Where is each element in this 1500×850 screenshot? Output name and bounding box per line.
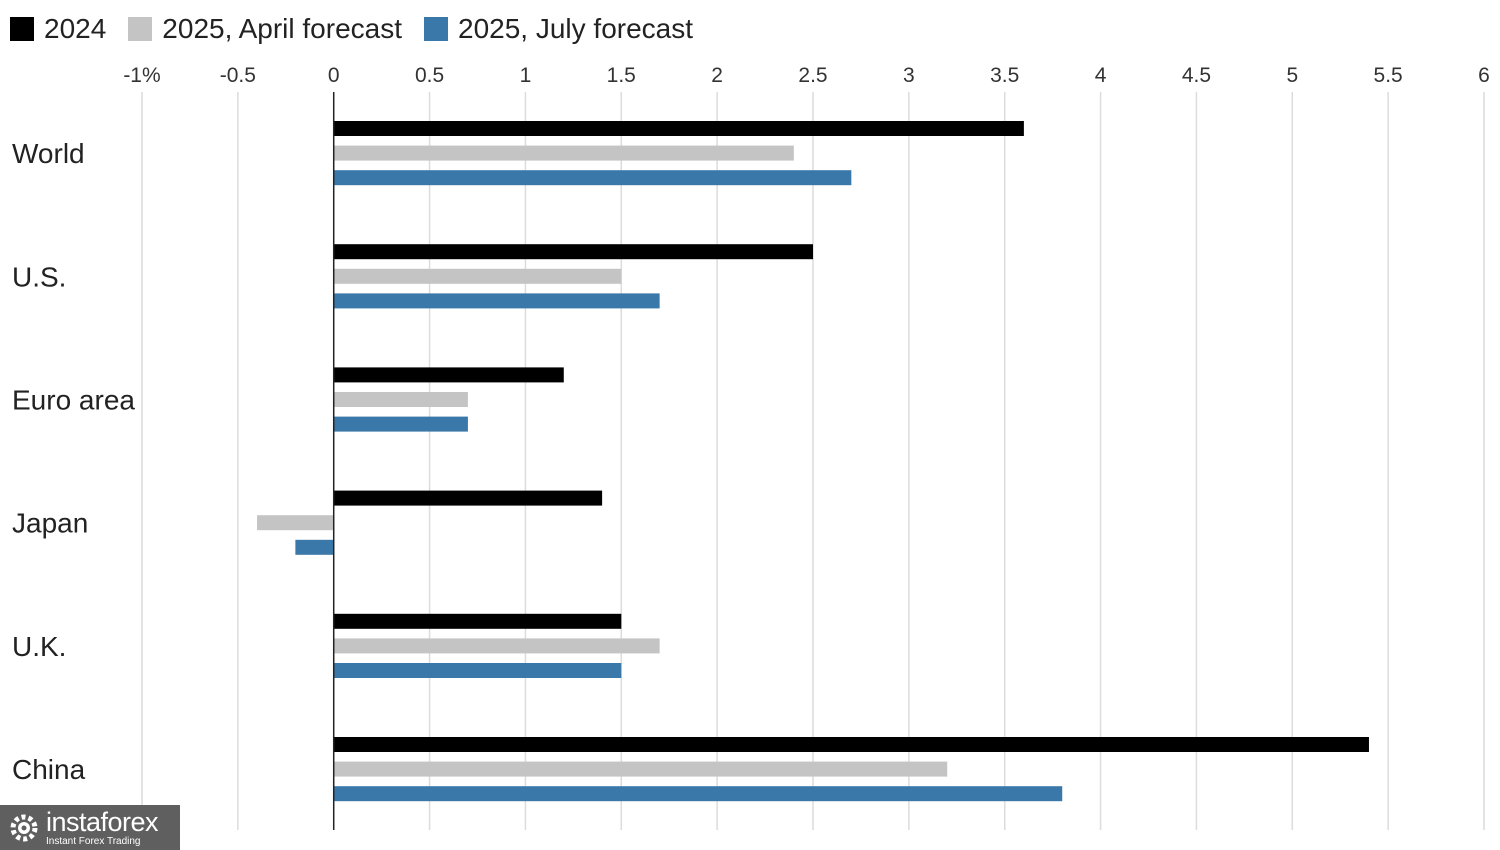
watermark: instaforex Instant Forex Trading bbox=[0, 805, 180, 850]
bar bbox=[333, 367, 564, 383]
bar bbox=[333, 638, 660, 654]
bar bbox=[333, 663, 622, 678]
bar bbox=[333, 121, 1024, 136]
bar bbox=[295, 539, 334, 555]
category-label: Euro area bbox=[12, 385, 135, 416]
x-tick-label: 0.5 bbox=[415, 64, 444, 87]
watermark-tagline: Instant Forex Trading bbox=[46, 835, 141, 847]
bar bbox=[333, 145, 794, 161]
category-label: World bbox=[12, 138, 85, 169]
x-tick-label: 3 bbox=[903, 64, 915, 87]
category-label: U.K. bbox=[12, 631, 66, 662]
bar bbox=[333, 170, 852, 186]
legend-label: 2024 bbox=[44, 13, 107, 44]
legend-item: 2025, April forecast bbox=[128, 13, 402, 45]
x-tick-label: 3.5 bbox=[990, 64, 1019, 87]
legend-label: 2025, April forecast bbox=[162, 13, 402, 44]
bar bbox=[333, 244, 813, 260]
gear-logo-icon bbox=[10, 814, 38, 841]
bar bbox=[333, 786, 1063, 802]
category-label: U.S. bbox=[12, 261, 66, 292]
x-tick-label: 2 bbox=[711, 64, 723, 87]
legend-item: 2024 bbox=[10, 13, 106, 45]
x-tick-label: 1 bbox=[520, 64, 532, 87]
x-tick-label: 5 bbox=[1286, 64, 1298, 87]
category-label: Japan bbox=[12, 508, 88, 539]
category-label: China bbox=[12, 754, 86, 785]
legend-swatch bbox=[128, 17, 153, 41]
watermark-brand: instaforex bbox=[46, 806, 159, 837]
bar bbox=[333, 761, 948, 777]
x-tick-label: 0 bbox=[328, 64, 340, 87]
x-tick-label: 4 bbox=[1095, 64, 1107, 87]
x-tick-label: 6 bbox=[1478, 64, 1490, 87]
bar bbox=[333, 268, 622, 284]
x-tick-label: 4.5 bbox=[1182, 64, 1211, 87]
legend-swatch bbox=[10, 17, 34, 41]
x-tick-label: -0.5 bbox=[220, 64, 256, 87]
x-tick-label: 1.5 bbox=[607, 64, 636, 87]
bar bbox=[333, 392, 468, 407]
legend: 2024 2025, April forecast 2025, July forec… bbox=[10, 12, 715, 46]
bar bbox=[333, 416, 468, 432]
bar bbox=[333, 490, 603, 506]
bar bbox=[257, 515, 334, 531]
x-tick-label: -1% bbox=[123, 64, 160, 87]
x-tick-label: 5.5 bbox=[1374, 64, 1403, 87]
bar bbox=[333, 737, 1369, 752]
legend-item: 2025, July forecast bbox=[424, 13, 693, 45]
legend-label: 2025, July forecast bbox=[458, 13, 694, 44]
bar bbox=[333, 613, 622, 629]
legend-swatch bbox=[424, 17, 448, 41]
x-tick-label: 2.5 bbox=[798, 64, 827, 87]
bar bbox=[333, 293, 660, 309]
